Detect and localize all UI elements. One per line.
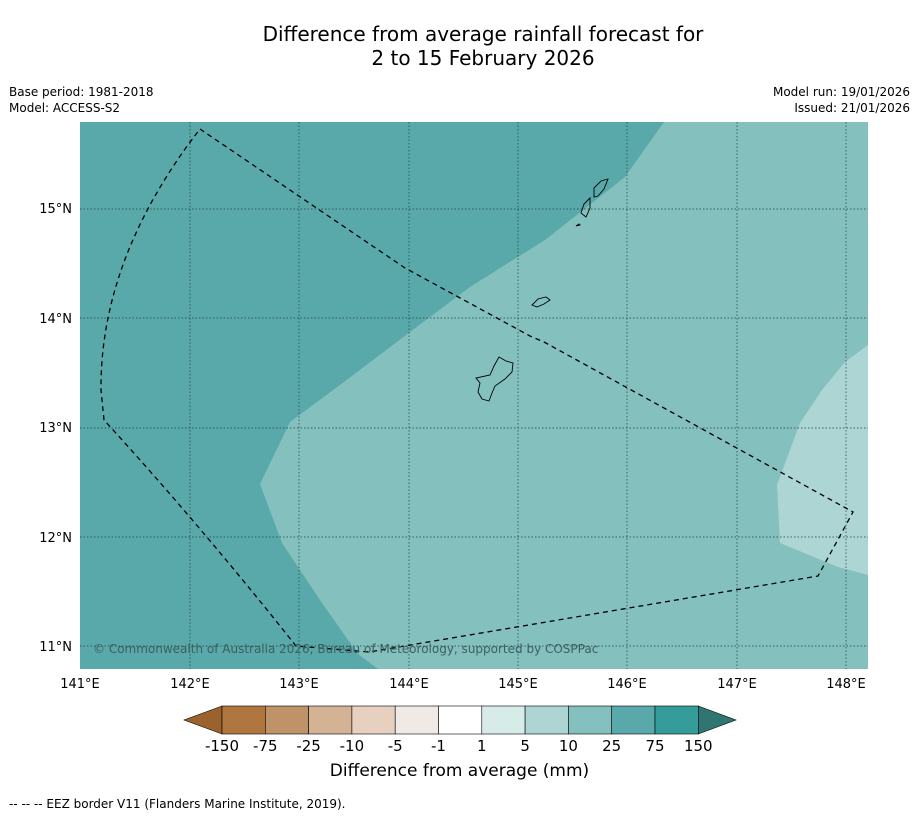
base-period: Base period: 1981-2018: [9, 85, 154, 99]
region-10-25: [260, 122, 868, 669]
rota-island: [531, 296, 551, 308]
meta-right: Model run: 19/01/2026 Issued: 21/01/2026: [773, 84, 910, 116]
chart-title: Difference from average rainfall forecas…: [0, 22, 919, 70]
lat-label: 12°N: [39, 531, 72, 546]
colorbar: -150 -75 -25 -10 -5 -1 1 5 10 25 75 150: [183, 705, 737, 755]
colorbar-tick-label: 75: [645, 737, 664, 755]
islands: [475, 178, 609, 402]
lat-labels: 15°N 14°N 13°N 12°N 11°N: [39, 202, 72, 655]
colorbar-tick-label: 25: [602, 737, 621, 755]
colorbar-tick-label: 150: [684, 737, 713, 755]
colorbar-title: Difference from average (mm): [329, 761, 590, 781]
colorbar-cell: [438, 705, 483, 735]
colorbar-cell: [524, 705, 569, 735]
lat-label: 13°N: [39, 421, 72, 436]
colorbar-tick-label: -25: [296, 737, 321, 755]
colorbar-tick-label: -150: [205, 737, 239, 755]
colorbar-tick-label: -10: [340, 737, 365, 755]
map-area: © Commonwealth of Australia 2026, Bureau…: [80, 122, 868, 669]
colorbar-cell: [481, 705, 526, 735]
colorbar-cell: [611, 705, 656, 735]
title-line-1: Difference from average rainfall forecas…: [262, 22, 704, 46]
colorbar-cell: [351, 705, 396, 735]
lon-label: 148°E: [826, 677, 866, 692]
colorbar-tick-label: 10: [559, 737, 578, 755]
colorbar-cell: [654, 705, 699, 735]
lon-labels: 141°E 142°E 143°E 144°E 145°E 146°E 147°…: [60, 677, 866, 692]
aguijan-island: [575, 223, 581, 227]
tinian-island: [580, 196, 591, 218]
colorbar-extend-low: [183, 705, 223, 735]
copyright-text: © Commonwealth of Australia 2026, Bureau…: [93, 642, 598, 656]
colorbar-cell: [568, 705, 613, 735]
model-name: Model: ACCESS-S2: [9, 101, 121, 115]
guam-island: [475, 356, 514, 402]
lat-label: 14°N: [39, 312, 72, 327]
colorbar-tick-label: 1: [477, 737, 487, 755]
colorbar-tick-label: -5: [388, 737, 403, 755]
lon-label: 143°E: [279, 677, 319, 692]
lon-label: 144°E: [389, 677, 429, 692]
lon-label: 145°E: [498, 677, 538, 692]
model-run: Model run: 19/01/2026: [772, 85, 910, 99]
lon-label: 142°E: [170, 677, 210, 692]
lon-label: 141°E: [60, 677, 100, 692]
colorbar-tick-label: -75: [253, 737, 278, 755]
colorbar-cell: [221, 705, 266, 735]
title-line-2: 2 to 15 February 2026: [371, 46, 595, 70]
lat-label: 11°N: [39, 640, 72, 655]
region-5-10: [777, 345, 868, 575]
colorbar-tick-label: -1: [431, 737, 446, 755]
eez-footnote: -- -- -- EEZ border V11 (Flanders Marine…: [9, 797, 346, 811]
eez-border: [100, 128, 854, 653]
meta-left: Base period: 1981-2018 Model: ACCESS-S2: [9, 84, 154, 116]
lon-label: 147°E: [717, 677, 757, 692]
colorbar-extend-high: [697, 705, 737, 735]
lon-label: 146°E: [607, 677, 647, 692]
lat-label: 15°N: [39, 202, 72, 217]
colorbar-cell: [264, 705, 309, 735]
colorbar-tick-label: 5: [520, 737, 530, 755]
issued-date: Issued: 21/01/2026: [794, 101, 910, 115]
colorbar-cell: [308, 705, 353, 735]
colorbar-cell: [394, 705, 439, 735]
graticule: [80, 122, 868, 669]
saipan-island: [593, 178, 609, 198]
